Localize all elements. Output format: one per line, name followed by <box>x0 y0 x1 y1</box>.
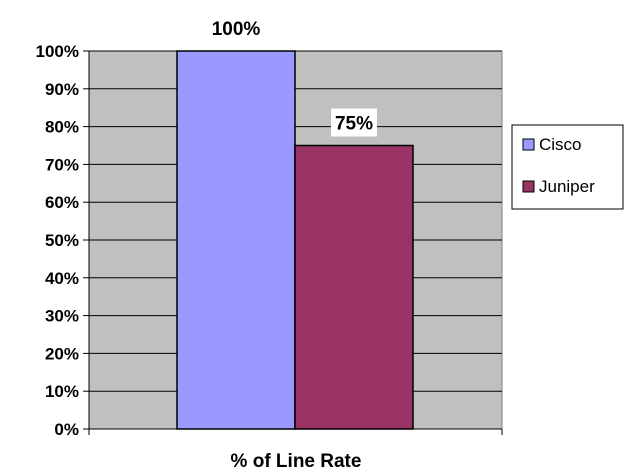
legend: Cisco Juniper <box>511 124 624 210</box>
legend-label-cisco: Cisco <box>539 135 582 154</box>
y-tick-label: 60% <box>45 193 79 212</box>
y-tick-label: 20% <box>45 344 79 363</box>
y-tick-label: 10% <box>45 382 79 401</box>
legend-swatch-juniper <box>522 180 535 193</box>
data-label-cisco: 100% <box>212 19 261 40</box>
data-label-background <box>331 108 377 137</box>
bar-cisco <box>176 50 296 430</box>
y-tick-label: 80% <box>45 118 79 137</box>
y-tick-label: 50% <box>45 231 79 250</box>
data-labels: 100% 75% <box>212 19 377 137</box>
bars <box>176 50 414 430</box>
y-tick-label: 0% <box>54 420 79 439</box>
y-tick-label: 100% <box>36 42 79 61</box>
bar-juniper <box>294 144 414 430</box>
legend-label-juniper: Juniper <box>539 177 595 196</box>
y-tick-label: 30% <box>45 307 79 326</box>
y-tick-label: 70% <box>45 155 79 174</box>
legend-swatch-cisco <box>522 138 535 151</box>
y-tick-label: 40% <box>45 269 79 288</box>
y-tick-label: 90% <box>45 80 79 99</box>
x-axis-label: % of Line Rate <box>231 451 362 472</box>
data-label-juniper: 75% <box>335 114 373 135</box>
y-axis-ticks: 0% 10% 20% 30% 40% 50% 60% 70% 80% 90% 100% <box>36 42 89 439</box>
